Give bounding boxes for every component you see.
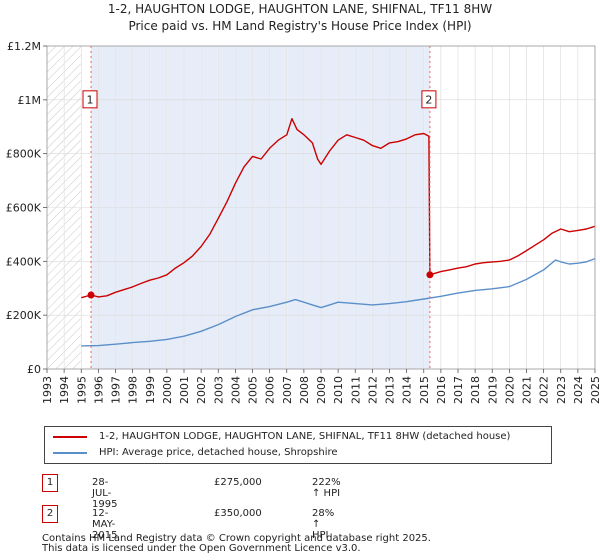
x-tick-label: 2008	[298, 376, 311, 404]
x-tick-label: 2007	[281, 376, 294, 404]
legend-label-hpi: HPI: Average price, detached house, Shro…	[99, 447, 338, 458]
sale-marker-box-2	[421, 90, 437, 109]
sale-marker-label-1: 1	[87, 93, 94, 106]
sale-date: 28-JUL-1995	[92, 477, 118, 510]
x-tick-label: 2018	[469, 376, 482, 404]
sale-hpi-change: 28% ↑ HPI	[312, 508, 335, 541]
sale-price: £350,000	[214, 508, 262, 519]
sale-hpi-change: 222% ↑ HPI	[312, 477, 341, 499]
x-tick-label: 1996	[92, 376, 105, 404]
y-tick-label: £1.2M	[7, 40, 41, 53]
x-tick-label: 2013	[384, 376, 397, 404]
x-tick-label: 2017	[452, 376, 465, 404]
x-tick-label: 2000	[161, 376, 174, 404]
sale-price: £275,000	[214, 477, 262, 488]
x-tick-label: 1994	[58, 376, 71, 404]
y-tick-label: £200K	[6, 309, 42, 322]
x-tick-label: 2002	[195, 376, 208, 404]
legend-swatch-hpi	[53, 452, 87, 454]
sale-marker-label-2: 2	[425, 93, 432, 106]
sale-date: 12-MAY-2015	[92, 508, 118, 541]
x-tick-label: 1999	[144, 376, 157, 404]
x-tick-label: 2016	[435, 376, 448, 404]
x-tick-label: 1997	[110, 376, 123, 404]
series-line-hpi	[81, 257, 596, 347]
x-tick-label: 2010	[332, 376, 345, 404]
x-tick-label: 2005	[247, 376, 260, 404]
footer-licence: This data is licensed under the Open Gov…	[42, 543, 361, 554]
y-tick-label: £1M	[18, 94, 42, 107]
axes: £0 £200K £400K £600K £800K £1M £1.2M 1993 1994 19…	[6, 40, 600, 404]
x-tick-label: 1993	[41, 376, 54, 404]
y-tick-label: £600K	[6, 202, 42, 215]
y-tick-label: £0	[27, 363, 41, 376]
legend: 1-2, HAUGHTON LODGE, HAUGHTON LANE, SHIF…	[44, 426, 552, 464]
legend-label-property: 1-2, HAUGHTON LODGE, HAUGHTON LANE, SHIF…	[99, 431, 511, 442]
x-tick-label: 2012	[366, 376, 379, 404]
chart-title-line1: 1-2, HAUGHTON LODGE, HAUGHTON LANE, SHIF…	[107, 2, 493, 16]
x-tick-label: 2015	[418, 376, 431, 404]
x-tick-label: 2019	[486, 376, 499, 404]
x-tick-label: 2023	[555, 376, 568, 404]
sale-point-1	[87, 291, 95, 299]
series-line-property	[81, 118, 596, 299]
x-tick-label: 1995	[75, 376, 88, 404]
x-tick-label: 2011	[349, 376, 362, 404]
series-lines	[81, 118, 596, 347]
sale-marker-box-1	[82, 90, 98, 109]
x-tick-label: 2004	[229, 376, 242, 404]
x-tick-label: 2009	[315, 376, 328, 404]
x-tick-label: 2001	[178, 376, 191, 404]
x-tick-label: 2020	[503, 376, 516, 404]
legend-swatch-property	[53, 436, 87, 438]
footer-copyright: Contains HM Land Registry data © Crown c…	[42, 533, 431, 544]
x-tick-label: 2003	[212, 376, 225, 404]
y-tick-label: £800K	[6, 148, 42, 161]
x-tick-label: 2024	[572, 376, 585, 404]
y-tick-label: £400K	[6, 255, 42, 268]
sale-number-badge: 1	[42, 474, 58, 492]
x-tick-label: 2006	[264, 376, 277, 404]
chart-title-line2: Price paid vs. HM Land Registry's House …	[128, 19, 472, 33]
x-tick-label: 2022	[538, 376, 551, 404]
sale-point-2	[426, 271, 434, 279]
sale-number-badge: 2	[42, 505, 58, 523]
x-tick-label: 2014	[401, 376, 414, 404]
x-tick-label: 2021	[521, 376, 534, 404]
x-tick-label: 1998	[127, 376, 140, 404]
x-tick-label: 2025	[589, 376, 600, 404]
